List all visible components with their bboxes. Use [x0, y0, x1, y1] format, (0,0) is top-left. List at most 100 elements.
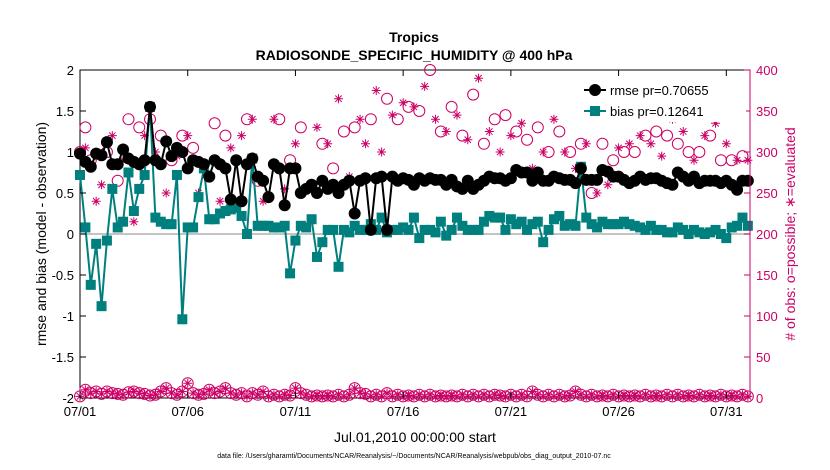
obs-evaluated-marker: [80, 143, 90, 153]
rmse-point: [117, 143, 130, 156]
obs-possible-marker: [294, 121, 307, 134]
bias-point: [204, 214, 215, 225]
obs-evaluated-marker: [172, 390, 182, 400]
obs-possible-marker: [714, 154, 727, 167]
bias-point: [688, 224, 699, 235]
bias-point: [468, 224, 479, 235]
obs-evaluated-marker: [452, 110, 462, 120]
bias-point: [171, 169, 182, 180]
obs-evaluated-marker: [215, 386, 225, 396]
bias-point: [629, 220, 640, 231]
y-axis-left: -2 -1.5 -1 -0.5 0 0.5 1 1.5 2: [52, 63, 86, 406]
bias-point: [570, 220, 581, 231]
plot-area: [74, 64, 754, 403]
data-file-footnote: data file: /Users/gharamti/Documents/NCA…: [217, 453, 611, 460]
obs-evaluated-marker: [237, 388, 247, 398]
obs-possible-marker: [79, 121, 92, 134]
bias-point: [150, 212, 161, 223]
rmse-point: [278, 199, 291, 212]
obs-evaluated-marker: [312, 122, 322, 132]
y-right-tick-label: 350: [756, 104, 778, 119]
bias-point: [75, 169, 85, 180]
obs-evaluated-marker: [711, 118, 721, 128]
rmse-point: [203, 170, 216, 183]
bias-point: [618, 216, 629, 227]
obs-evaluated-marker: [624, 139, 634, 149]
rmse-point: [224, 193, 237, 206]
bias-point: [726, 222, 737, 233]
bias-point: [694, 227, 705, 238]
x-tick-label: 07/01: [64, 404, 97, 419]
obs-evaluated-marker: [371, 86, 381, 95]
bias-point: [441, 230, 452, 241]
bias-point: [430, 227, 441, 238]
bias-point: [155, 216, 166, 227]
obs-evaluated-marker: [290, 139, 300, 149]
obs-possible-marker: [650, 125, 663, 138]
bias-point: [188, 222, 199, 233]
obs-possible-marker: [628, 146, 641, 158]
rmse-point: [310, 187, 323, 199]
bias-point: [177, 314, 188, 325]
obs-evaluated-marker: [129, 217, 139, 227]
bias-point: [101, 235, 112, 246]
bias-point: [220, 206, 231, 217]
y-axis-right-label: # of obs: o=possible; ∗=evaluated: [782, 127, 798, 340]
y-left-tick-label: -2: [62, 391, 74, 406]
obs-evaluated-marker: [743, 155, 753, 165]
obs-possible-marker: [424, 64, 437, 76]
bias-point: [279, 220, 290, 231]
bias-point: [565, 219, 576, 230]
obs-evaluated-marker: [700, 131, 710, 141]
bias-point: [268, 222, 279, 233]
bias-point: [435, 216, 446, 227]
bias-point: [274, 222, 285, 233]
y-right-tick-label: 50: [756, 350, 770, 365]
rmse-point: [176, 146, 189, 158]
obs-evaluated-marker: [614, 143, 624, 153]
x-tick-label: 07/21: [495, 404, 528, 419]
bias-point: [166, 219, 177, 230]
obs-evaluated-marker: [323, 139, 333, 149]
obs-possible-marker: [337, 125, 350, 138]
rmse-point: [375, 170, 388, 183]
rmse-point: [100, 136, 113, 149]
obs-evaluated-marker: [161, 188, 171, 198]
rmse-point: [257, 174, 270, 187]
obs-evaluated-marker: [409, 102, 419, 112]
obs-possible-marker: [671, 137, 684, 150]
obs-evaluated-marker: [484, 127, 494, 136]
obs-possible-marker: [553, 125, 566, 138]
bias-point: [462, 224, 473, 235]
bias-point: [732, 220, 743, 231]
obs-evaluated-marker: [743, 391, 753, 401]
obs-possible-marker: [682, 146, 695, 158]
bias-point: [419, 224, 430, 235]
obs-evaluated-marker: [107, 131, 117, 141]
bias-point: [489, 212, 500, 223]
obs-evaluated-marker: [398, 98, 408, 108]
rmse-point: [138, 154, 151, 167]
rmse-point: [235, 195, 248, 208]
bias-point: [543, 224, 554, 235]
bias-point: [645, 220, 656, 231]
obs-evaluated-marker: [258, 196, 268, 206]
rmse-point: [666, 178, 679, 191]
bias-point: [532, 216, 543, 227]
x-axis-label: Jul.01,2010 00:00:00 start: [334, 429, 496, 445]
obs-evaluated-marker: [183, 378, 193, 388]
bias-point: [317, 237, 328, 248]
legend-rmse-marker: [589, 84, 601, 96]
obs-possible-marker: [741, 390, 754, 403]
obs-evaluated-marker: [258, 386, 268, 396]
y-right-tick-label: 0: [756, 391, 763, 406]
bias-point: [252, 220, 263, 231]
obs-possible-marker: [499, 109, 512, 122]
obs-evaluated-marker: [285, 391, 295, 401]
obs-evaluated-marker: [334, 94, 344, 104]
legend-box: [578, 78, 746, 122]
rmse-point: [359, 172, 372, 185]
rmse-point: [569, 177, 582, 190]
obs-possible-marker: [467, 88, 480, 101]
rmse-point: [219, 162, 232, 175]
